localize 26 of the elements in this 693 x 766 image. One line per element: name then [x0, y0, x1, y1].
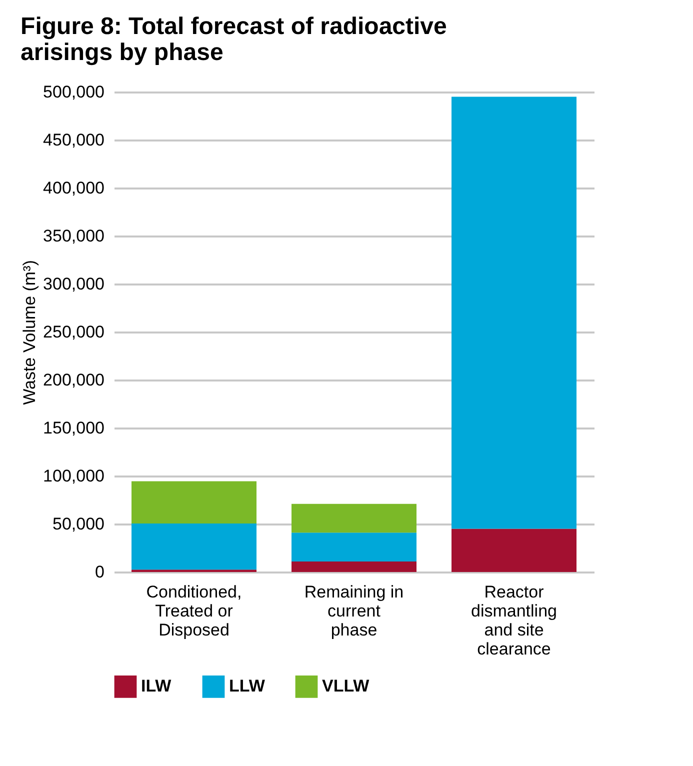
- y-tick-label: 100,000: [43, 466, 104, 486]
- y-tick-label: 200,000: [43, 370, 104, 390]
- y-tick-label: 400,000: [43, 178, 104, 198]
- bar: [292, 504, 416, 533]
- y-tick-label: 250,000: [43, 322, 104, 342]
- legend-label: ILW: [141, 676, 172, 696]
- y-tick-label: 450,000: [43, 130, 104, 150]
- legend-label: VLLW: [322, 676, 370, 696]
- bar: [292, 532, 416, 562]
- bar: [292, 561, 416, 572]
- legend-label: LLW: [229, 676, 266, 696]
- x-tick-label: Conditioned, Treated or Disposed: [146, 582, 242, 640]
- bar: [452, 528, 576, 572]
- y-tick-label: 500,000: [43, 82, 104, 102]
- bar: [132, 524, 256, 570]
- y-tick-label: 350,000: [43, 226, 104, 246]
- y-tick-label: 50,000: [52, 514, 104, 534]
- x-tick-label: Reactor dismantling and site clearance: [471, 582, 557, 658]
- x-tick-label: Remaining in current phase: [304, 582, 404, 640]
- y-tick-label: 150,000: [43, 418, 104, 438]
- y-tick-label: 300,000: [43, 274, 104, 294]
- bar: [132, 481, 256, 524]
- y-tick-label: 0: [95, 562, 104, 582]
- chart-title: Figure 8: Total forecast of radioactive arisings by phase: [20, 13, 447, 66]
- bar: [452, 96, 576, 529]
- y-axis-title: Waste Volume (m³): [20, 260, 40, 405]
